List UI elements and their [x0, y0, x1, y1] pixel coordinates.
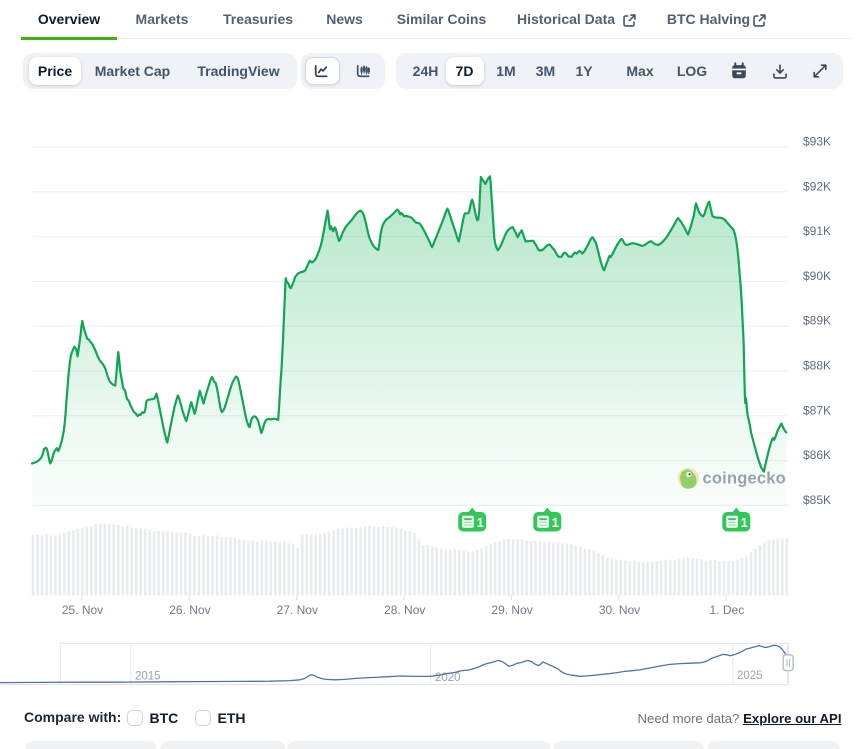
svg-text:2025: 2025: [737, 670, 763, 682]
svg-text:$89K: $89K: [803, 314, 831, 328]
svg-text:1: 1: [741, 515, 748, 530]
svg-text:$92K: $92K: [803, 179, 831, 193]
svg-text:1: 1: [477, 515, 484, 530]
svg-text:$88K: $88K: [803, 359, 831, 373]
svg-text:$86K: $86K: [803, 448, 831, 462]
svg-text:$87K: $87K: [803, 403, 831, 417]
svg-text:$93K: $93K: [803, 135, 831, 149]
svg-text:29. Nov: 29. Nov: [491, 603, 532, 617]
svg-text:1: 1: [552, 515, 559, 530]
svg-text:2015: 2015: [135, 671, 161, 683]
svg-text:25. Nov: 25. Nov: [62, 603, 103, 617]
svg-text:$90K: $90K: [803, 269, 831, 283]
svg-text:27. Nov: 27. Nov: [277, 603, 318, 617]
svg-text:26. Nov: 26. Nov: [169, 603, 210, 617]
svg-text:coingecko: coingecko: [703, 470, 786, 488]
svg-text:$85K: $85K: [803, 493, 831, 507]
svg-text:$91K: $91K: [803, 224, 831, 238]
svg-text:30. Nov: 30. Nov: [599, 603, 640, 617]
svg-text:28. Nov: 28. Nov: [384, 603, 425, 617]
svg-text:1. Dec: 1. Dec: [710, 603, 745, 617]
